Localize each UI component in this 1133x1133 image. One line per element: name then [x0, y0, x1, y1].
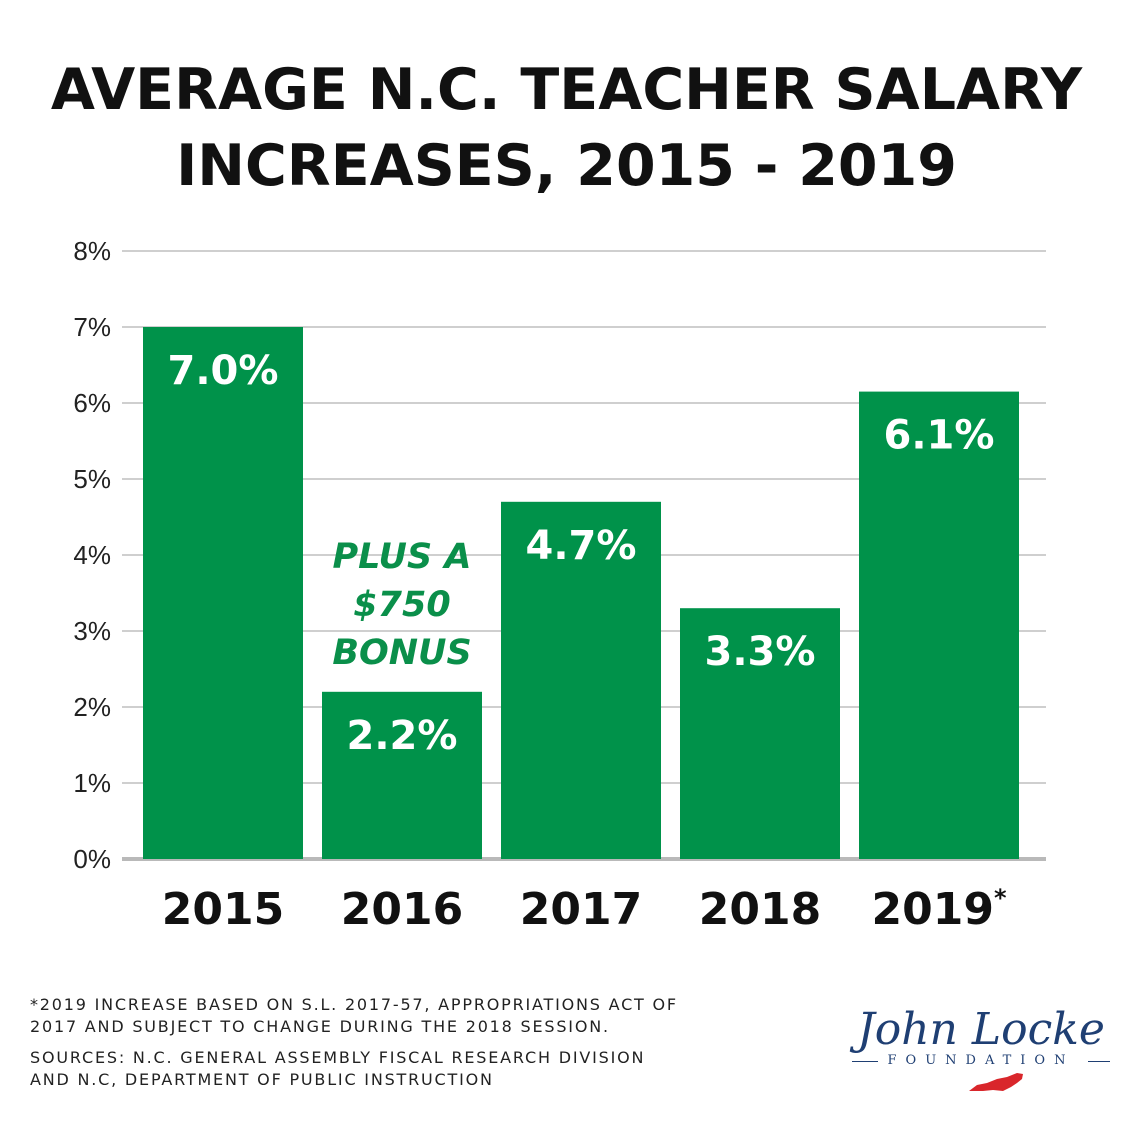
y-tick-label-7: 7% — [73, 312, 111, 342]
bar-2019 — [859, 391, 1019, 859]
y-tick-label-5: 5% — [73, 464, 111, 494]
logo-script-text: John Locke — [857, 1004, 1105, 1055]
x-category-label-2017: 2017 — [520, 884, 642, 935]
bar-2015 — [143, 327, 303, 859]
y-tick-label-8: 8% — [73, 236, 111, 266]
footnote: *2019 INCREASE BASED ON S.L. 2017-57, AP… — [30, 994, 790, 1038]
x-category-label-2019: 2019* — [871, 884, 1006, 935]
y-tick-label-1: 1% — [73, 768, 111, 798]
footnote-line-1: *2019 INCREASE BASED ON S.L. 2017-57, AP… — [30, 995, 678, 1014]
y-tick-label-0: 0% — [73, 844, 111, 874]
bar-2016 — [322, 691, 482, 859]
logo-rule-left — [852, 1061, 878, 1062]
bar-2017 — [501, 501, 661, 859]
y-tick-label-4: 4% — [73, 540, 111, 570]
sources-line-2: AND N.C, DEPARTMENT OF PUBLIC INSTRUCTIO… — [30, 1070, 494, 1089]
y-tick-label-3: 3% — [73, 616, 111, 646]
north-carolina-map-icon — [969, 1073, 1023, 1091]
logo-rule-right — [1088, 1061, 1110, 1062]
sources-line-1: SOURCES: N.C. GENERAL ASSEMBLY FISCAL RE… — [30, 1048, 646, 1067]
bar-value-label-2015: 7.0% — [168, 348, 279, 394]
chart-title-line-1: AVERAGE N.C. TEACHER SALARY — [50, 57, 1083, 123]
bar-value-label-2017: 4.7% — [526, 523, 637, 569]
footnote-line-2: 2017 AND SUBJECT TO CHANGE DURING THE 20… — [30, 1017, 610, 1036]
chart-title-line-2: INCREASES, 2015 - 2019 — [176, 133, 957, 199]
bar-value-label-2019: 6.1% — [884, 413, 995, 459]
x-category-label-2015: 2015 — [162, 884, 284, 935]
john-locke-foundation-logo: John Locke FOUNDATION — [852, 1005, 1110, 1095]
y-tick-label-2: 2% — [73, 692, 111, 722]
logo-foundation-text: FOUNDATION — [887, 1053, 1075, 1068]
y-tick-label-6: 6% — [73, 388, 111, 418]
bar-chart: 0% 1% 2% 3% 4% 5% 6% 7% 8% 7.0% 2015 2.2% 2016 PLUS A… — [73, 236, 1046, 935]
bar-2018 — [680, 608, 840, 859]
x-category-label-2018: 2018 — [699, 884, 821, 935]
chart-title: AVERAGE N.C. TEACHER SALARY INCREASES, 2… — [0, 52, 1133, 204]
bonus-annotation-line-1: PLUS A — [333, 537, 472, 577]
x-category-label-2016: 2016 — [341, 884, 463, 935]
bonus-annotation-line-3: BONUS — [332, 633, 471, 673]
bonus-annotation-line-2: $750 — [353, 585, 450, 625]
bar-value-label-2016: 2.2% — [347, 713, 458, 759]
bar-value-label-2018: 3.3% — [705, 629, 816, 675]
sources-note: SOURCES: N.C. GENERAL ASSEMBLY FISCAL RE… — [30, 1047, 790, 1091]
